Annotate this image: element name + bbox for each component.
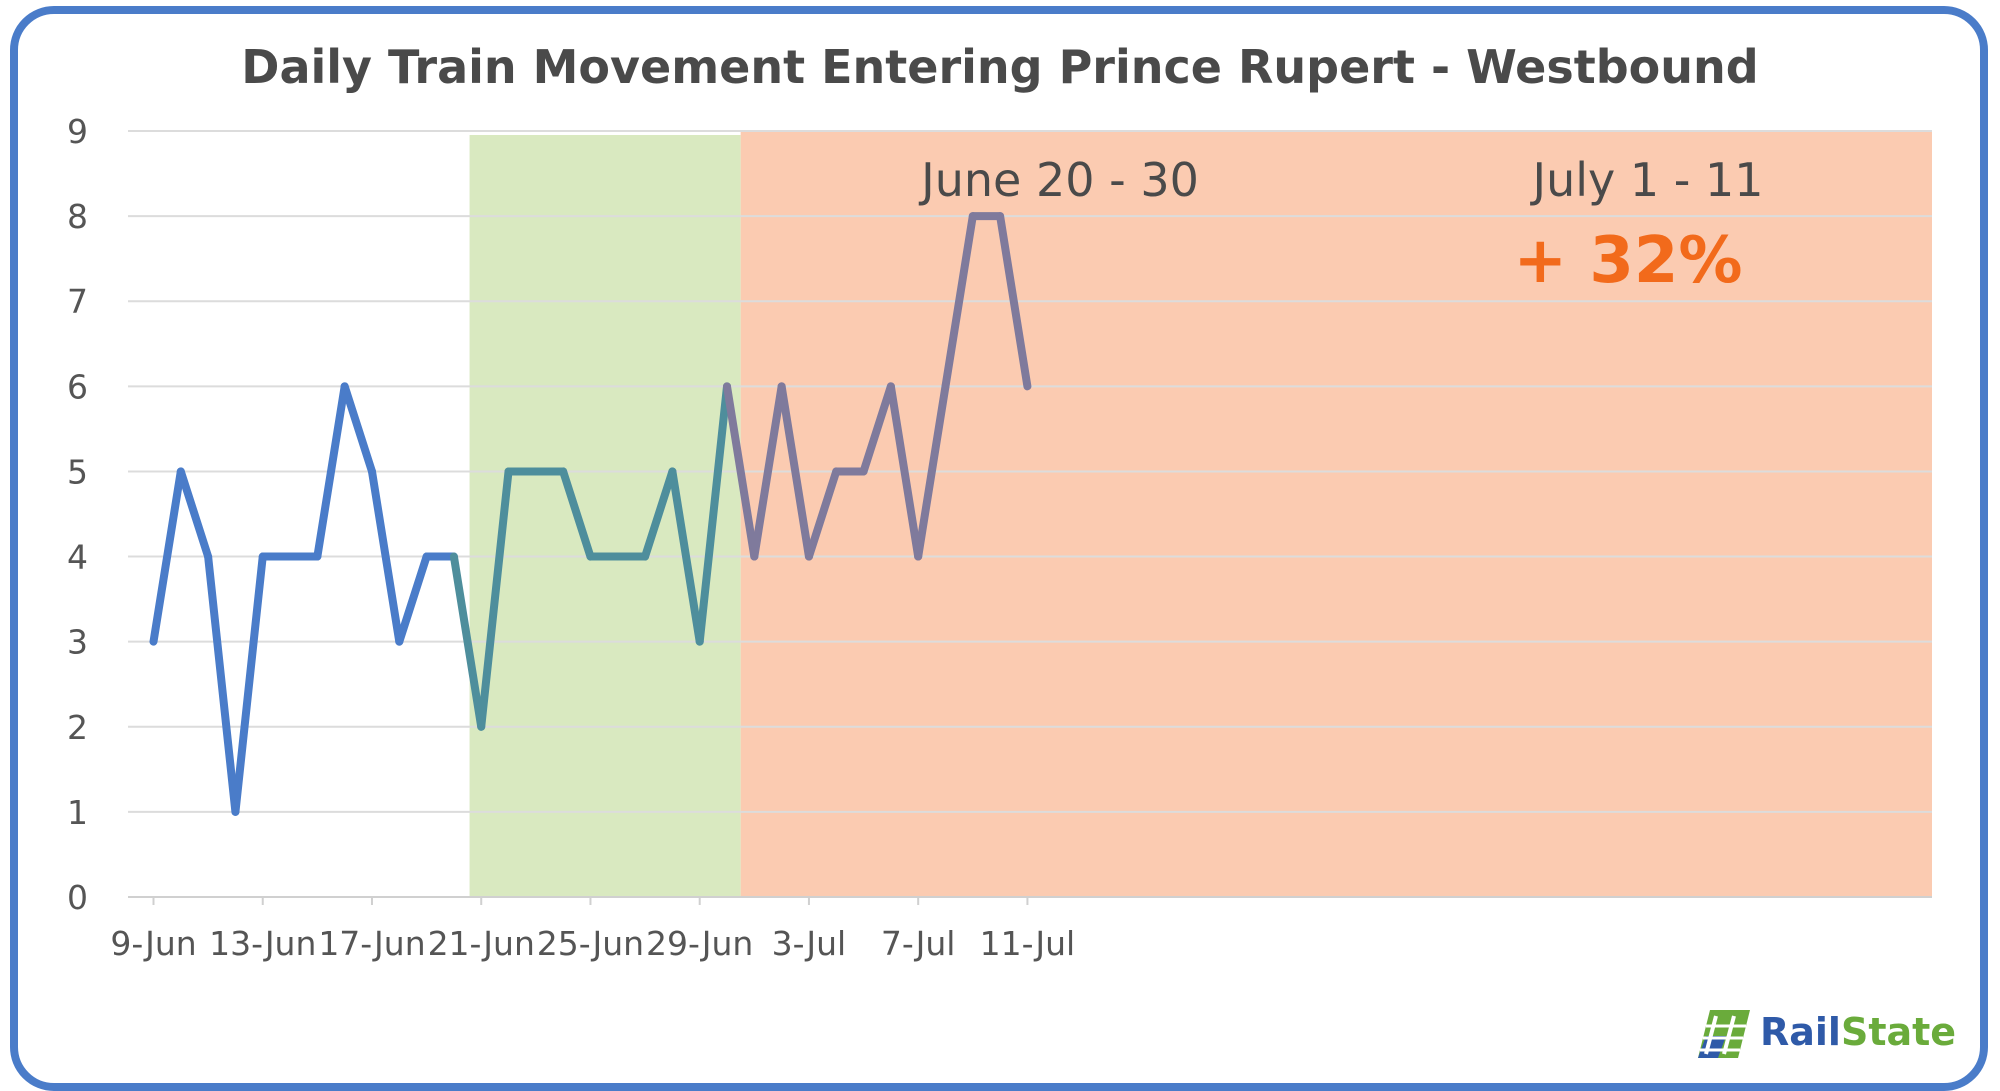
region-label-june: June 20 - 30 — [918, 153, 1199, 207]
y-tick-label: 3 — [67, 623, 88, 662]
series-segment — [723, 382, 759, 561]
series-segment — [477, 467, 513, 731]
railstate-logo-icon — [1698, 1010, 1750, 1058]
series-segment — [804, 467, 841, 561]
y-tick-label: 7 — [67, 282, 88, 321]
series-segment — [149, 467, 185, 646]
series-segment — [313, 382, 349, 561]
y-tick-label: 9 — [67, 112, 88, 151]
x-tick-label: 29-Jun — [646, 924, 753, 963]
railstate-logo: RailState — [1696, 1006, 1956, 1062]
y-tick-label: 4 — [67, 538, 88, 577]
x-tick-label: 9-Jun — [110, 924, 196, 963]
y-tick-label: 5 — [67, 452, 88, 491]
series-segment — [941, 212, 977, 391]
series-segment — [859, 382, 895, 476]
x-tick-label: 11-Jul — [980, 924, 1076, 963]
series-segment — [641, 467, 677, 561]
x-tick-label: 25-Jun — [537, 924, 644, 963]
x-tick-label: 3-Jul — [772, 924, 847, 963]
logo-rail: Rail — [1760, 1010, 1841, 1054]
series-segment — [668, 467, 704, 646]
y-tick-label: 0 — [67, 878, 88, 917]
x-tick-label: 21-Jun — [428, 924, 535, 963]
series-segment — [395, 552, 431, 646]
series-segment — [886, 382, 923, 561]
x-tick-label: 7-Jul — [881, 924, 956, 963]
y-tick-label: 6 — [67, 367, 88, 406]
chart-title: Daily Train Movement Entering Prince Rup… — [241, 40, 1759, 94]
percent-change-annotation: + 32% — [1513, 224, 1742, 298]
series-segment — [204, 552, 240, 816]
region-label-july: July 1 - 11 — [1530, 153, 1764, 207]
x-tick-label: 13-Jun — [209, 924, 316, 963]
series-segment — [914, 382, 950, 561]
series-segment — [996, 212, 1032, 391]
series-segment — [340, 382, 376, 476]
series-segment — [777, 382, 813, 561]
shaded-region-2 — [740, 131, 1932, 897]
y-tick-label: 1 — [67, 793, 88, 832]
logo-state: State — [1840, 1010, 1957, 1054]
series-segment — [231, 552, 267, 816]
shaded-region-1 — [469, 135, 741, 897]
y-tick-label: 2 — [67, 708, 88, 747]
series-segment — [559, 467, 595, 561]
series-segment — [367, 467, 404, 646]
series-segment — [449, 552, 486, 731]
series-segment — [695, 382, 732, 646]
series-segment — [750, 382, 786, 561]
railstate-wordmark: RailState — [1760, 1010, 1956, 1054]
series-segment — [176, 467, 213, 561]
x-tick-label: 17-Jun — [318, 924, 425, 963]
y-tick-label: 8 — [67, 197, 88, 236]
